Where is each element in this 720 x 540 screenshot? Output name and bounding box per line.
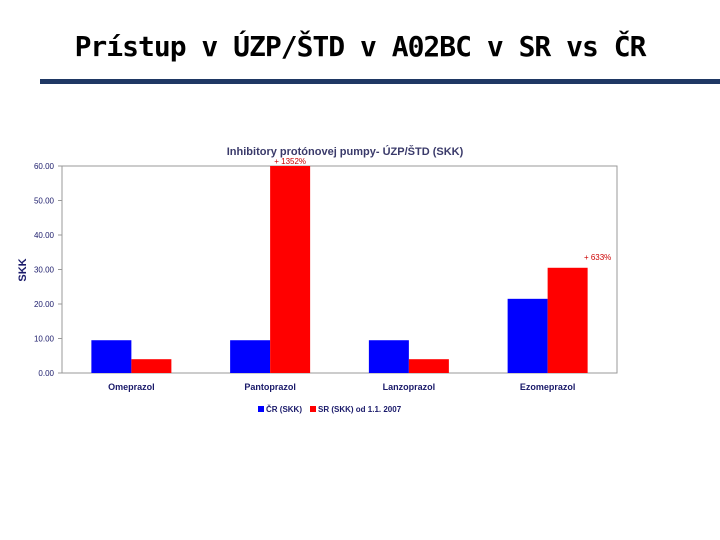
x-tick-label: Lanzoprazol [383,382,436,392]
bar [91,340,132,373]
legend-label: SR (SKK) od 1.1. 2007 [318,405,402,414]
y-tick-label: 10.00 [34,335,55,344]
bar [368,340,409,373]
bar [408,359,449,373]
legend-swatch [310,406,316,412]
bar-annotation: + 633% [584,253,611,262]
x-tick-label: Omeprazol [108,382,155,392]
y-tick-label: 50.00 [34,197,55,206]
y-tick-label: 20.00 [34,300,55,309]
bar [270,166,311,373]
y-tick-label: 0.00 [38,369,54,378]
bar [131,359,172,373]
bar [230,340,271,373]
y-tick-label: 60.00 [34,162,55,171]
bar-annotation: + 1352% [274,157,306,166]
legend-swatch [258,406,264,412]
bar [507,298,548,373]
y-axis-label: SKK [17,258,29,281]
bar [547,267,588,373]
y-tick-label: 30.00 [34,266,55,275]
x-tick-label: Pantoprazol [244,382,296,392]
y-tick-label: 40.00 [34,231,55,240]
chart-title: Inhibitory protónovej pumpy- ÚZP/ŠTD (SK… [227,145,464,158]
slide-title: Prístup v ÚZP/ŠTD v A02BC v SR vs ČR [74,30,647,63]
x-tick-label: Ezomeprazol [520,382,576,392]
title-divider [40,79,720,84]
legend-label: ČR (SKK) [266,405,302,414]
